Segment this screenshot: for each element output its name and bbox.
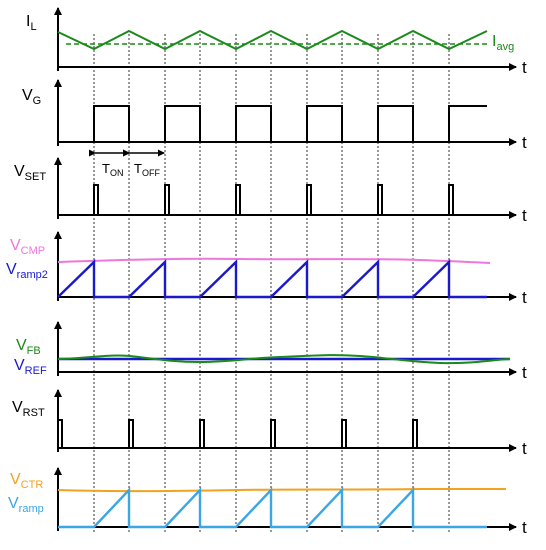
- time-label-5: t: [522, 439, 527, 458]
- label-vctr: VCTR: [10, 471, 43, 491]
- il-waveform: [57, 29, 488, 51]
- ton-label: TON: [102, 161, 123, 178]
- vset-waveform: [58, 184, 487, 216]
- label-vfb: VFB: [16, 337, 41, 357]
- label-vcmp: VCMP: [10, 237, 45, 257]
- label-vramp: Vramp: [8, 495, 44, 515]
- label-il: IL: [26, 13, 37, 33]
- vg-waveform: [58, 105, 487, 143]
- label-vset: VSET: [14, 163, 46, 183]
- label-vref: VREF: [14, 357, 47, 377]
- axes-group: t t t t t t t: [54, 7, 527, 537]
- time-label-6: t: [522, 518, 527, 537]
- label-vramp2: Vramp2: [6, 261, 48, 281]
- time-label-3: t: [522, 288, 527, 307]
- label-vrst: VRST: [12, 399, 45, 419]
- vctr-waveform: [57, 487, 506, 493]
- label-iavg: Iavg: [492, 33, 514, 53]
- vramp-waveform: [58, 486, 487, 529]
- vrst-waveform: [57, 419, 487, 449]
- vramp2-waveform: [57, 259, 487, 299]
- toff-label: TOFF: [134, 161, 160, 178]
- vcmp-waveform: [57, 257, 491, 264]
- time-label-1: t: [522, 133, 527, 152]
- panel-labels: IL Iavg VG VSET VCMP Vramp2 VFB VREF VRS…: [6, 13, 514, 515]
- vfb-waveform: [57, 354, 511, 365]
- waveforms-group: [57, 29, 511, 529]
- time-label-2: t: [522, 206, 527, 225]
- ton-toff-arrows: TON TOFF: [89, 149, 165, 178]
- label-vg: VG: [22, 87, 41, 107]
- time-label-0: t: [522, 58, 527, 77]
- time-label-4: t: [522, 363, 527, 382]
